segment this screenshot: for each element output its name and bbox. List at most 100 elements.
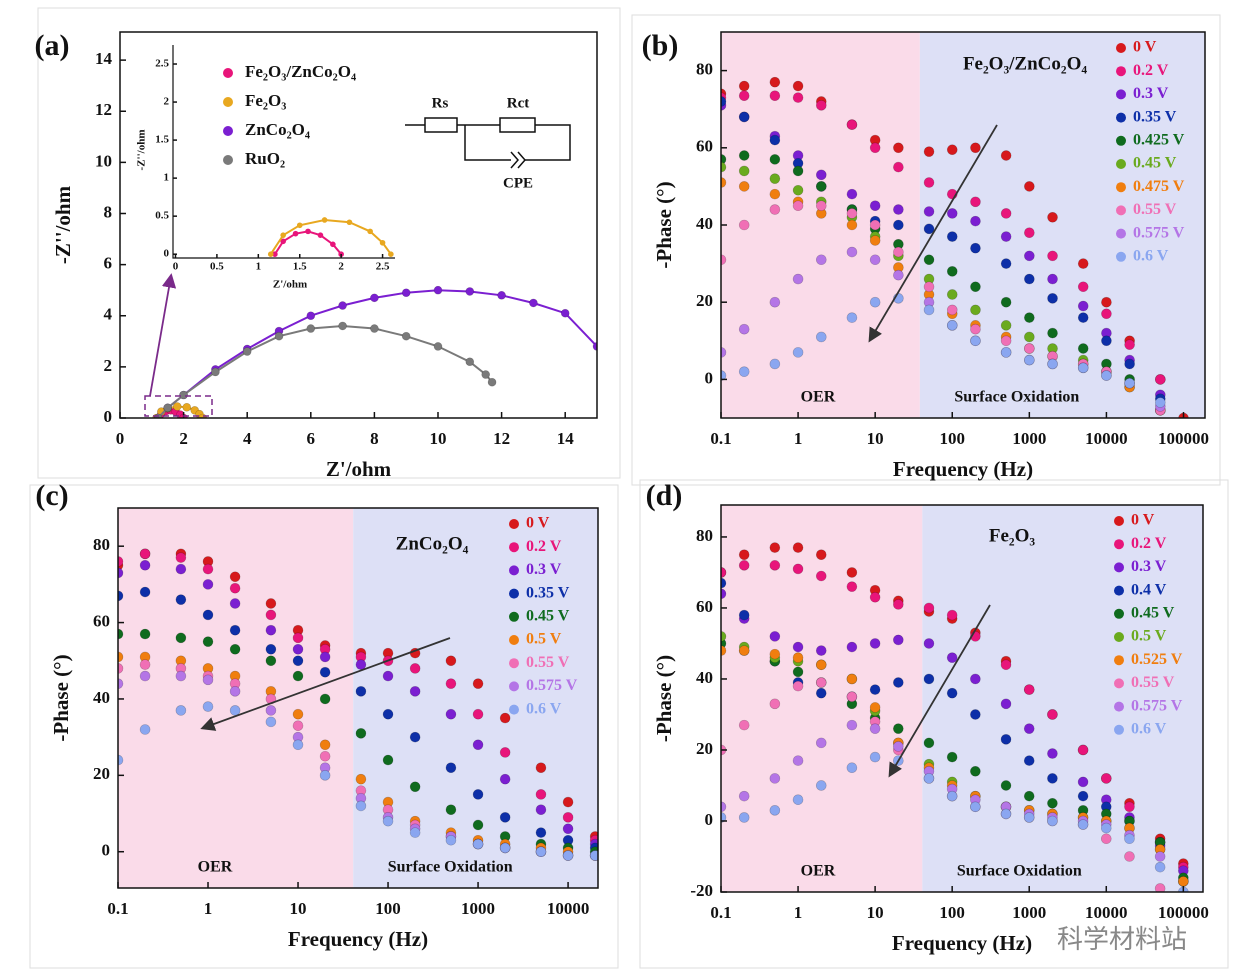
region-label: Surface Oxidation [957, 863, 1082, 880]
data-point [198, 413, 207, 418]
data-point [846, 673, 858, 685]
data-point [946, 609, 958, 621]
data-point [292, 655, 304, 667]
data-point [792, 563, 804, 575]
data-point [179, 390, 188, 400]
data-point [139, 659, 151, 670]
data-point [1023, 755, 1035, 766]
data-point [472, 838, 484, 850]
data-point [562, 850, 574, 861]
data-point [1024, 181, 1035, 192]
data-point [355, 728, 367, 739]
data-point [1101, 370, 1112, 381]
data-point [1100, 833, 1112, 845]
data-point [923, 737, 935, 749]
resistor [424, 117, 458, 133]
data-point [869, 235, 881, 246]
data-point [182, 402, 192, 412]
data-point [792, 200, 804, 211]
data-point [292, 632, 304, 644]
data-point [923, 281, 935, 293]
data-point [139, 628, 151, 640]
x-tick-label: 100 [940, 429, 966, 448]
data-point [738, 80, 750, 92]
data-point [382, 754, 394, 766]
legend-marker [509, 704, 519, 715]
data-point [118, 567, 124, 579]
data-point [970, 142, 981, 154]
data-point [202, 636, 214, 647]
y-axis-title: -Z''/ohm [51, 185, 75, 264]
region [922, 505, 1203, 892]
data-point [869, 638, 881, 649]
data-point [769, 204, 781, 215]
data-point [893, 741, 904, 752]
region [721, 32, 920, 418]
data-point [1047, 327, 1058, 339]
x-axis-title: Frequency (Hz) [893, 457, 1033, 481]
data-point [175, 552, 187, 563]
data-point [769, 560, 781, 571]
data-point [1077, 258, 1089, 269]
inset-axes [172, 45, 395, 259]
y-tick-label: 0 [705, 810, 714, 829]
data-point [175, 632, 187, 644]
x-tick-label: 10 [430, 429, 447, 448]
data-point [139, 670, 151, 682]
data-point [1101, 335, 1112, 347]
y-tick-label: -20 [690, 881, 713, 900]
data-point [970, 304, 981, 316]
data-point [970, 335, 981, 347]
legend-label: 0.3 V [1131, 558, 1167, 575]
data-point [1124, 339, 1135, 350]
y-tick-label: 12 [95, 100, 112, 119]
x-tick-label: 2 [179, 429, 188, 448]
data-point [1124, 833, 1135, 845]
trend-arrow [868, 124, 998, 343]
y-tick-label: 20 [696, 291, 713, 310]
data-point [721, 631, 727, 642]
data-point [846, 581, 858, 592]
data-point [721, 370, 727, 381]
data-point [242, 347, 252, 356]
y-tick-label: 4 [104, 305, 113, 324]
data-point [923, 146, 935, 157]
data-point [1024, 273, 1035, 285]
panel-label: (b) [642, 29, 679, 62]
legend-marker [1114, 701, 1124, 712]
data-point [970, 281, 981, 293]
data-point [769, 90, 781, 101]
data-point [319, 651, 331, 663]
data-point [481, 370, 491, 379]
data-point [815, 549, 827, 561]
data-point [265, 644, 277, 655]
data-point [1000, 335, 1012, 347]
data-point [923, 223, 935, 235]
inset-point [305, 228, 311, 235]
y-tick-label: 60 [93, 611, 110, 630]
data-point [535, 846, 547, 858]
data-point [265, 716, 277, 728]
data-point [1100, 822, 1112, 834]
inset-point [388, 251, 394, 257]
data-point [1047, 293, 1058, 304]
data-point [815, 737, 827, 749]
legend-label: 0.5 V [526, 631, 562, 648]
legend-marker [1116, 182, 1126, 193]
data-point [815, 780, 827, 791]
legend-marker [1114, 585, 1124, 596]
y-tick-label: 2.5 [155, 58, 169, 70]
data-point [946, 304, 958, 316]
data-point [1000, 780, 1012, 791]
data-point [1077, 819, 1089, 830]
region [721, 505, 923, 892]
data-point [175, 594, 187, 605]
fit-line [157, 289, 597, 418]
region-label: Surface Oxidation [388, 859, 513, 876]
legend-marker [1116, 135, 1126, 146]
data-point [869, 296, 881, 308]
data-point [535, 804, 547, 816]
data-point [229, 624, 241, 636]
data-point [1154, 861, 1166, 873]
data-point [202, 701, 214, 712]
